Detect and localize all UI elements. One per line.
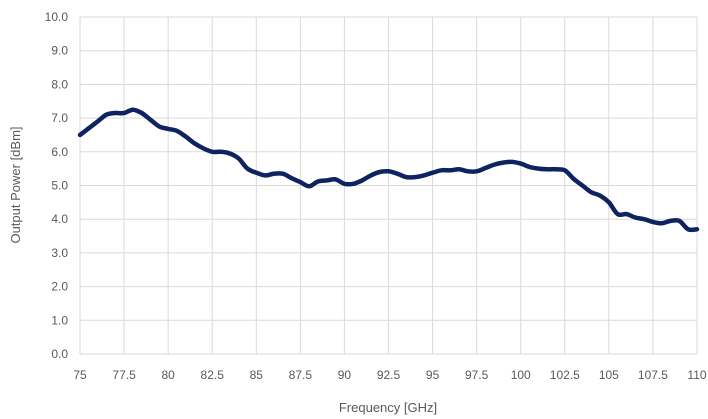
y-tick-label: 6.0	[51, 145, 68, 159]
gridlines	[79, 16, 698, 355]
y-tick-label: 5.0	[51, 179, 68, 193]
y-tick-labels: 0.0 1.0 2.0 3.0 4.0 5.0 6.0 7.0 8.0 9.0 10.0	[45, 10, 69, 361]
x-tick-label: 75	[73, 368, 87, 382]
y-tick-label: 2.0	[51, 280, 68, 294]
x-tick-label: 100	[511, 368, 531, 382]
y-tick-label: 9.0	[51, 44, 68, 58]
x-tick-label: 97.5	[465, 368, 489, 382]
x-tick-label: 80	[161, 368, 175, 382]
x-tick-label: 95	[426, 368, 440, 382]
y-tick-label: 10.0	[45, 10, 69, 24]
x-axis-title: Frequency [GHz]	[339, 400, 437, 415]
y-tick-label: 3.0	[51, 246, 68, 260]
x-tick-label: 92.5	[377, 368, 401, 382]
x-tick-label: 107.5	[638, 368, 668, 382]
x-tick-label: 102.5	[550, 368, 580, 382]
x-tick-label: 110	[687, 368, 706, 382]
series-line	[77, 107, 700, 233]
series-group	[77, 107, 700, 233]
x-tick-labels: 75 77.5 80 82.5 85 87.5 90 92.5 95 97.5 100 102.5 10…	[73, 368, 707, 382]
x-tick-label: 77.5	[112, 368, 136, 382]
y-tick-label: 7.0	[51, 111, 68, 125]
y-axis-title: Output Power [dBm]	[8, 126, 23, 243]
x-tick-label: 87.5	[289, 368, 313, 382]
x-tick-label: 105	[599, 368, 619, 382]
y-tick-label: 4.0	[51, 212, 68, 226]
y-tick-label: 0.0	[51, 347, 68, 361]
y-tick-label: 8.0	[51, 77, 68, 91]
x-tick-label: 85	[250, 368, 264, 382]
y-tick-label: 1.0	[51, 313, 68, 327]
x-tick-label: 90	[338, 368, 352, 382]
x-tick-label: 82.5	[201, 368, 225, 382]
